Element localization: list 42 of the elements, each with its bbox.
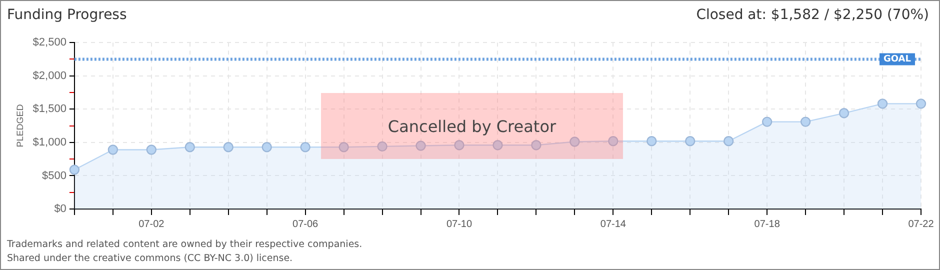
y-axis-title: PLEDGED xyxy=(14,104,25,148)
text: Trademarks and related content are owned by their respective companies. xyxy=(7,239,362,250)
point xyxy=(724,136,734,146)
x-tick-label: 07-10 xyxy=(446,218,472,230)
text: Closed at: $1,582 / $2,250 (70%) xyxy=(696,7,929,23)
y-tick-label: $1,500 xyxy=(32,103,66,116)
ref-line-label: GOAL xyxy=(884,54,912,65)
point xyxy=(877,98,888,109)
chart-title: Funding Progress xyxy=(7,7,127,23)
x-tick-label: 07-02 xyxy=(138,218,165,230)
y-tick-label: $500 xyxy=(42,170,66,182)
point xyxy=(454,140,464,150)
point xyxy=(838,108,850,118)
cancelled-banner: Cancelled by Creator xyxy=(321,93,623,159)
point xyxy=(608,136,618,146)
point xyxy=(685,136,696,146)
point xyxy=(223,142,234,152)
y-tick-label: $1,000 xyxy=(32,136,66,148)
x-tick-label: 07-22 xyxy=(908,218,934,230)
text: Shared under the creative commons (CC BY-NC 3.0) license. xyxy=(7,253,293,264)
point xyxy=(570,136,580,147)
point xyxy=(262,142,272,152)
y-tick-label: $0 xyxy=(54,203,66,216)
point xyxy=(646,136,657,146)
point xyxy=(416,140,426,151)
point xyxy=(146,144,157,155)
x-tick-label: 07-06 xyxy=(292,218,319,230)
x-tick-label: 07-14 xyxy=(600,218,626,230)
point xyxy=(492,140,503,150)
point xyxy=(762,116,772,127)
point xyxy=(184,142,195,152)
y-tick-label: $2,000 xyxy=(32,70,66,82)
point xyxy=(531,140,542,150)
x-tick-label: 07-18 xyxy=(754,218,780,230)
point xyxy=(338,142,349,152)
point xyxy=(916,98,926,109)
point xyxy=(300,142,310,152)
point xyxy=(800,116,811,127)
point xyxy=(108,144,118,155)
y-tick-label: $2,500 xyxy=(32,36,66,49)
point xyxy=(69,164,80,175)
point xyxy=(377,141,388,152)
